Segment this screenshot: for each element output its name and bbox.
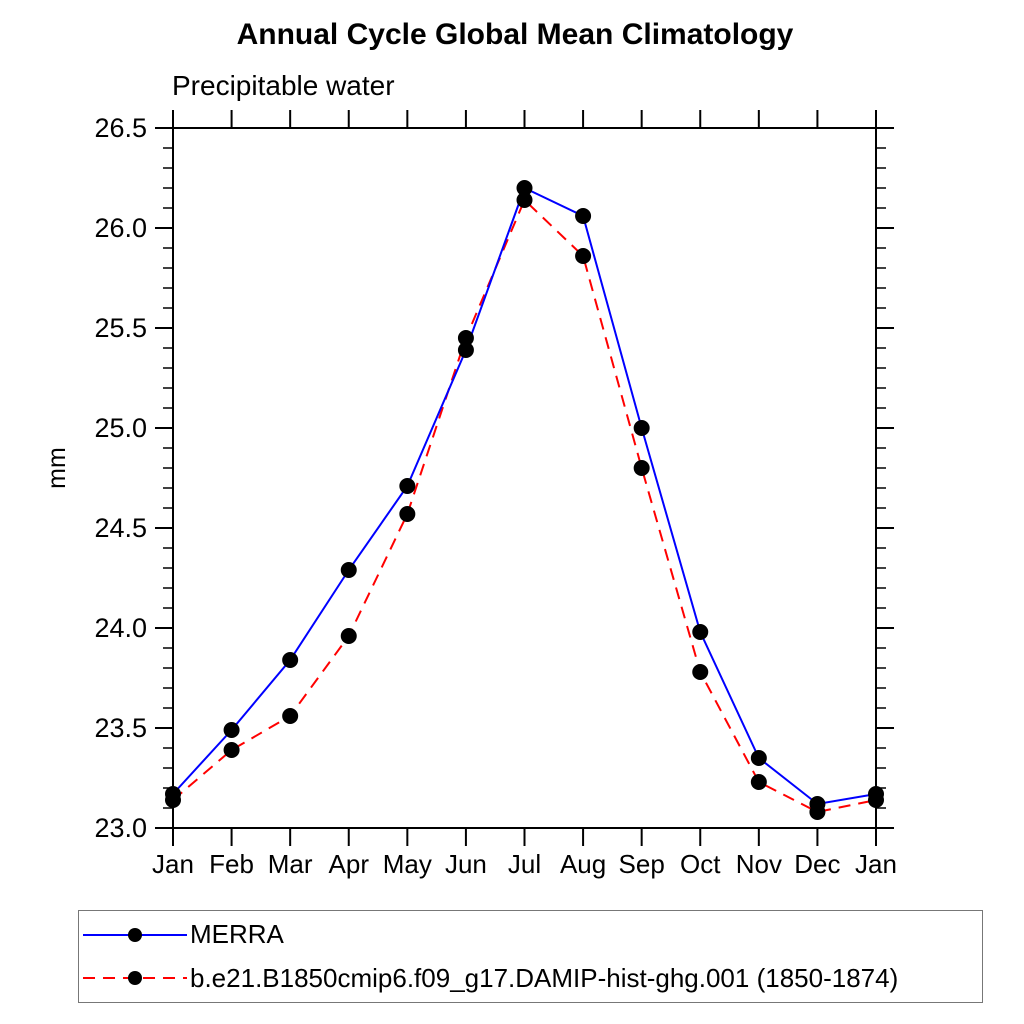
series-line-model — [172, 198, 877, 814]
chart-title: Annual Cycle Global Mean Climatology — [236, 18, 794, 51]
legend-item-model: b.e21.B1850cmip6.f09_g17.DAMIP-hist-ghg.… — [79, 957, 982, 999]
x-tick-label: Jul — [508, 849, 541, 879]
x-tick-label: Dec — [794, 849, 840, 879]
data-point-model — [399, 506, 416, 522]
data-point-model — [575, 248, 592, 264]
x-tick-label: May — [383, 849, 432, 879]
data-point-merra — [282, 652, 299, 668]
data-point-model — [223, 742, 240, 758]
data-point-merra — [165, 786, 181, 802]
x-tick-label: Apr — [329, 849, 370, 879]
y-tick-label: 25.0 — [94, 413, 147, 443]
data-point-merra — [809, 796, 826, 812]
series-line-merra — [172, 186, 877, 806]
legend: MERRA b.e21.B1850cmip6.f09_g17.DAMIP-his… — [78, 910, 983, 1003]
x-tick-label: Mar — [268, 849, 313, 879]
y-tick-label: 24.0 — [94, 613, 147, 643]
model-line-sample — [83, 971, 187, 986]
data-point-merra — [692, 624, 709, 640]
legend-label-merra: MERRA — [190, 919, 284, 950]
data-point-merra — [575, 208, 592, 224]
x-tick-label: Feb — [209, 849, 254, 879]
y-tick-label: 24.5 — [94, 513, 147, 543]
data-point-model — [750, 774, 767, 790]
data-point-merra — [868, 786, 884, 802]
data-point-model — [516, 192, 533, 208]
data-point-model — [457, 330, 474, 346]
data-point-merra — [516, 180, 533, 196]
data-point-merra — [340, 562, 357, 578]
legend-item-merra: MERRA — [79, 914, 982, 956]
data-point-merra — [457, 342, 474, 358]
y-tick-label: 25.5 — [94, 313, 147, 343]
chart-subtitle: Precipitable water — [172, 70, 395, 101]
x-tick-label: Jan — [152, 849, 194, 879]
data-point-merra — [399, 478, 416, 494]
y-tick-label: 23.0 — [94, 813, 147, 843]
y-tick-label: 26.0 — [94, 213, 147, 243]
x-tick-label: Nov — [736, 849, 782, 879]
x-tick-label: Jun — [445, 849, 487, 879]
data-point-merra — [223, 722, 240, 738]
data-point-merra — [750, 750, 767, 766]
x-tick-label: Jan — [855, 849, 897, 879]
data-point-model — [282, 708, 299, 724]
y-tick-label: 23.5 — [94, 713, 147, 743]
model-marker-swatch — [128, 971, 142, 986]
data-point-model — [340, 628, 357, 644]
merra-marker-swatch — [128, 927, 142, 942]
data-point-model — [692, 664, 709, 680]
x-tick-label: Sep — [619, 849, 665, 879]
x-tick-label: Aug — [560, 849, 606, 879]
data-point-model — [633, 460, 650, 476]
legend-label-model: b.e21.B1850cmip6.f09_g17.DAMIP-hist-ghg.… — [190, 962, 899, 993]
x-tick-label: Oct — [680, 849, 721, 879]
data-point-merra — [633, 420, 650, 436]
merra-line-sample — [83, 927, 187, 942]
y-tick-label: 26.5 — [94, 113, 147, 143]
